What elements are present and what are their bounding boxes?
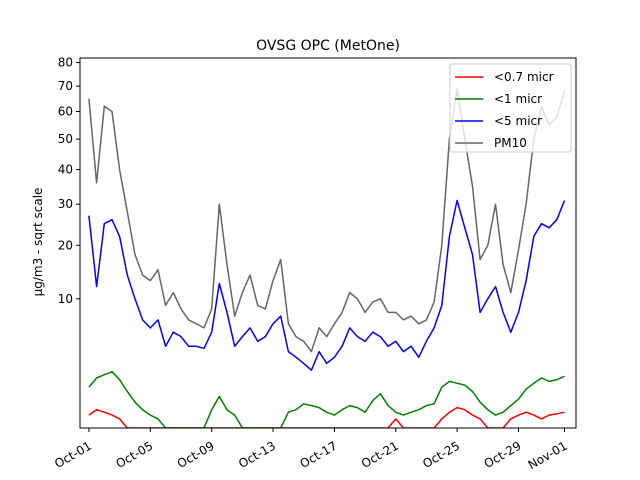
series-layer <box>88 87 566 428</box>
legend-label: <0.7 micr <box>494 70 554 84</box>
legend-box <box>449 63 572 153</box>
legend-label: <1 micr <box>494 92 542 106</box>
legend-label: <5 micr <box>494 114 542 128</box>
y-axis-ticks: 10 20 30 40 50 60 70 80 <box>58 56 80 306</box>
series-line-1 <box>88 370 565 428</box>
y-tick-label: 80 <box>58 56 73 70</box>
y-tick-label: 30 <box>58 197 73 211</box>
chart-title: OVSG OPC (MetOne) <box>256 38 400 54</box>
y-tick-label: 10 <box>58 292 73 306</box>
y-axis-label: µg/m3 - sqrt scale <box>31 188 45 297</box>
y-tick-label: 70 <box>58 79 73 93</box>
series-line-0 <box>88 406 565 428</box>
legend-label: PM10 <box>494 136 527 150</box>
y-tick-label: 50 <box>58 132 73 146</box>
y-tick-label: 40 <box>58 163 73 177</box>
series-line-2 <box>88 199 566 371</box>
series-line-3 <box>88 87 566 353</box>
legend: <0.7 micr <1 micr <5 micr PM10 <box>449 63 572 153</box>
plot-frame <box>79 57 577 429</box>
y-tick-label: 20 <box>58 238 73 252</box>
y-tick-label: 60 <box>58 105 73 119</box>
